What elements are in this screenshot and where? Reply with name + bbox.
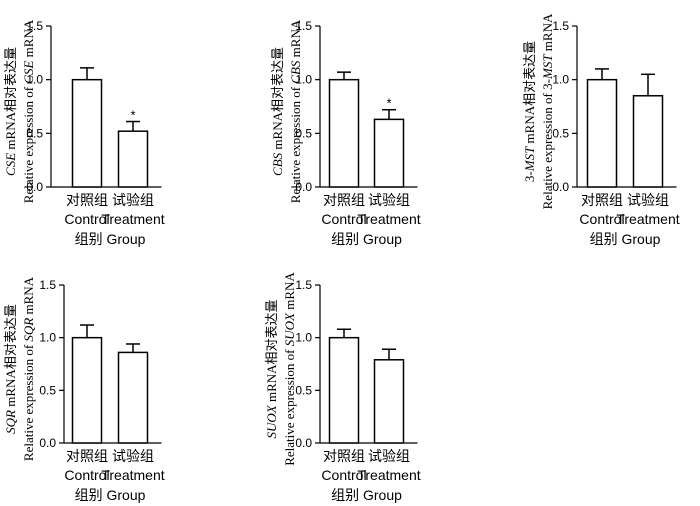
- y-axis-label-cn: SUOX mRNA相对表达量: [264, 299, 279, 438]
- y-tick-label: 0.5: [295, 383, 312, 397]
- y-tick-label: 0.5: [26, 126, 43, 140]
- y-tick-label: 0.0: [552, 180, 569, 194]
- chart-panel-2: 0.0 0.5 1.0 1.5 对照组 Control * 试验组 Treatment 组别 Gr…: [295, 19, 420, 247]
- y-axis-label-cn: 3-MST mRNA相对表达量: [522, 41, 537, 182]
- x-axis-label: 组别 Group: [75, 231, 146, 247]
- bar: [373, 118, 405, 188]
- y-tick-label: 1.5: [39, 278, 56, 292]
- bar: [586, 78, 618, 188]
- bar: [117, 130, 149, 188]
- y-tick-label: 1.5: [26, 19, 43, 33]
- y-tick-label: 1.5: [295, 278, 312, 292]
- category-label-en: Control: [64, 467, 109, 483]
- bar: [328, 336, 360, 444]
- category-label-en: Treatment: [101, 467, 164, 483]
- x-axis-label: 组别 Group: [331, 231, 402, 247]
- y-tick-label: 0.5: [39, 383, 56, 397]
- y-axis-label-en: Relative expression of CSE mRNA: [21, 19, 36, 203]
- y-axis-label-en: Relative expression of 3-MST mRNA: [540, 13, 555, 209]
- y-tick-label: 1.0: [26, 73, 43, 87]
- y-axis-label-en: Relative expression of SUOX mRNA: [282, 272, 297, 466]
- y-tick-label: 1.5: [552, 19, 569, 33]
- category-label-cn: 对照组: [323, 448, 365, 464]
- bar: [117, 351, 149, 444]
- y-tick-label: 1.0: [295, 73, 312, 87]
- significance-label: *: [386, 96, 391, 111]
- category-label-en: Control: [579, 211, 624, 227]
- y-tick-label: 0.5: [295, 126, 312, 140]
- x-axis-label: 组别 Group: [75, 487, 146, 503]
- y-tick-label: 0.0: [39, 436, 56, 450]
- category-label-en: Control: [321, 211, 366, 227]
- bar: [328, 78, 360, 188]
- y-axis-label-cn: CBS mRNA相对表达量: [270, 47, 285, 176]
- y-tick-label: 1.0: [295, 331, 312, 345]
- category-label-en: Treatment: [101, 211, 164, 227]
- category-label-en: Control: [64, 211, 109, 227]
- bar: [71, 78, 103, 188]
- category-label-cn: 对照组: [323, 192, 365, 208]
- y-tick-label: 1.5: [295, 19, 312, 33]
- category-label-cn: 对照组: [66, 192, 108, 208]
- y-axis-label-cn: CSE mRNA相对表达量: [3, 47, 18, 176]
- bar: [373, 359, 405, 444]
- category-label-cn: 试验组: [627, 192, 669, 208]
- y-tick-label: 0.0: [295, 436, 312, 450]
- y-axis-label-cn: SQR mRNA相对表达量: [3, 304, 18, 434]
- y-tick-label: 0.0: [295, 180, 312, 194]
- bar: [632, 95, 664, 188]
- y-tick-label: 1.0: [39, 331, 56, 345]
- y-tick-label: 1.0: [552, 73, 569, 87]
- y-tick-label: 0.5: [552, 126, 569, 140]
- y-axis-label-en: Relative expression of SQR mRNA: [21, 276, 36, 461]
- category-label-cn: 试验组: [112, 192, 154, 208]
- x-axis-label: 组别 Group: [590, 231, 661, 247]
- category-label-cn: 试验组: [368, 192, 410, 208]
- category-label-en: Treatment: [616, 211, 679, 227]
- y-tick-label: 0.0: [26, 180, 43, 194]
- category-label-cn: 试验组: [112, 448, 154, 464]
- category-label-en: Treatment: [357, 211, 420, 227]
- chart-panel-1: 0.0 0.5 1.0 1.5 对照组 Control * 试验组 Treatment 组别 Gr…: [26, 19, 164, 247]
- category-label-cn: 试验组: [368, 448, 410, 464]
- significance-label: *: [130, 108, 135, 123]
- y-axis-label-en: Relative expression of CBS mRNA: [288, 19, 303, 203]
- x-axis-label: 组别 Group: [331, 487, 402, 503]
- category-label-cn: 对照组: [581, 192, 623, 208]
- category-label-cn: 对照组: [66, 448, 108, 464]
- bar: [71, 336, 103, 444]
- category-label-en: Control: [321, 467, 366, 483]
- category-label-en: Treatment: [357, 467, 420, 483]
